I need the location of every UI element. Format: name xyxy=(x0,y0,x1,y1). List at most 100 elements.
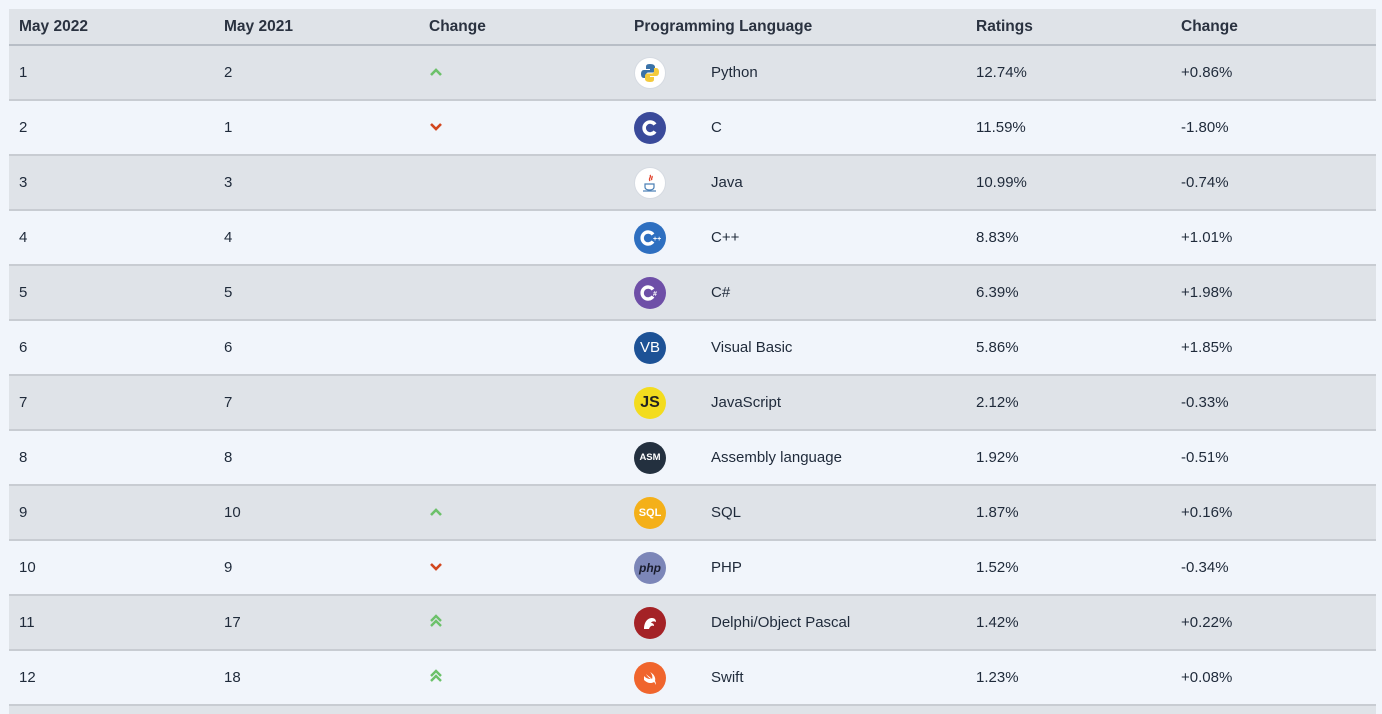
cell-may-2021: 9 xyxy=(224,559,233,576)
cpp-icon: ++ xyxy=(634,221,666,254)
cell-may-2021: 7 xyxy=(224,394,233,411)
cell-may-2022: 9 xyxy=(19,504,28,521)
language-link[interactable]: C# xyxy=(711,284,731,301)
cell-change: +1.85% xyxy=(1181,339,1233,356)
cell-may-2021: 5 xyxy=(224,284,233,301)
table-row: 8 8 ASM Assembly language 1.92% -0.51% xyxy=(9,431,1376,486)
cell-ratings: 1.42% xyxy=(976,614,1019,631)
language-link[interactable]: Delphi/Object Pascal xyxy=(711,614,851,631)
asm-icon: ASM xyxy=(634,441,666,474)
cell-language: ++ C++ xyxy=(624,221,966,254)
svg-text:#: # xyxy=(653,291,657,298)
cell-may-2022: 10 xyxy=(19,559,36,576)
cell-change: -0.33% xyxy=(1181,394,1229,411)
cell-ratings: 11.59% xyxy=(976,119,1026,136)
svg-text:++: ++ xyxy=(653,236,661,243)
table-row: 10 9 php PHP 1.52% -0.34% xyxy=(9,541,1376,596)
header-may-2021[interactable]: May 2021 xyxy=(224,17,293,35)
language-link[interactable]: C++ xyxy=(711,229,740,246)
tiobe-index-table: May 2022 May 2021 Change Programming Lan… xyxy=(9,9,1376,714)
cell-change: +0.86% xyxy=(1181,64,1233,81)
cell-may-2022: 4 xyxy=(19,229,28,246)
trend-down-icon xyxy=(419,119,624,136)
table-row: 1 2 Python 12.74% +0.86% xyxy=(9,46,1376,101)
cell-may-2021: 17 xyxy=(224,614,241,631)
table-row: 3 3 Java 10.99% -0.74% xyxy=(9,156,1376,211)
language-link[interactable]: Swift xyxy=(711,669,744,686)
table-header: May 2022 May 2021 Change Programming Lan… xyxy=(9,9,1376,46)
language-link[interactable]: Visual Basic xyxy=(711,339,793,356)
table-row: 11 17 Delphi/Object Pascal 1.42% +0.22% xyxy=(9,596,1376,651)
cell-language: Java xyxy=(624,166,966,199)
table-row: 7 7 JS JavaScript 2.12% -0.33% xyxy=(9,376,1376,431)
cell-may-2022: 11 xyxy=(19,614,35,631)
cell-ratings: 10.99% xyxy=(976,174,1027,191)
table-row: 6 6 VB Visual Basic 5.86% +1.85% xyxy=(9,321,1376,376)
cell-may-2021: 18 xyxy=(224,669,241,686)
java-icon xyxy=(634,166,666,199)
cell-language: Python xyxy=(624,56,966,89)
header-programming-language[interactable]: Programming Language xyxy=(634,17,813,35)
table-row: 12 18 Swift 1.23% +0.08% xyxy=(9,651,1376,706)
cell-may-2021: 2 xyxy=(224,64,233,81)
language-link[interactable]: PHP xyxy=(711,559,742,576)
cell-may-2022: 2 xyxy=(19,119,28,136)
cell-change: +0.22% xyxy=(1181,614,1233,631)
cell-language: ASM Assembly language xyxy=(624,441,966,474)
cell-ratings: 1.92% xyxy=(976,449,1019,466)
cell-ratings: 12.74% xyxy=(976,64,1027,81)
cell-may-2022: 12 xyxy=(19,669,36,686)
vb-icon: VB xyxy=(634,331,666,364)
cell-ratings: 1.23% xyxy=(976,669,1019,686)
swift-icon xyxy=(634,661,666,694)
trend-double-up-icon xyxy=(419,668,624,687)
language-link[interactable]: SQL xyxy=(711,504,742,521)
cell-ratings: 1.52% xyxy=(976,559,1019,576)
cell-may-2022: 1 xyxy=(19,64,28,81)
table-row: 2 1 C 11.59% -1.80% xyxy=(9,101,1376,156)
header-ratings[interactable]: Ratings xyxy=(976,17,1033,35)
cell-language: php PHP xyxy=(624,551,966,584)
table-row-partial xyxy=(9,706,1376,714)
cell-may-2022: 6 xyxy=(19,339,28,356)
header-change-icon[interactable]: Change xyxy=(429,17,486,35)
header-change[interactable]: Change xyxy=(1181,17,1238,35)
language-link[interactable]: Java xyxy=(711,174,743,191)
cell-may-2021: 1 xyxy=(224,119,233,136)
cell-may-2022: 5 xyxy=(19,284,28,301)
cell-may-2022: 3 xyxy=(19,174,28,191)
header-may-2022[interactable]: May 2022 xyxy=(19,17,88,35)
cell-ratings: 1.87% xyxy=(976,504,1019,521)
language-link[interactable]: Assembly language xyxy=(711,449,842,466)
cell-ratings: 5.86% xyxy=(976,339,1019,356)
trend-down-icon xyxy=(419,559,624,576)
table-row: 4 4 ++ C++ 8.83% +1.01% xyxy=(9,211,1376,266)
python-icon xyxy=(634,56,666,89)
cell-ratings: 2.12% xyxy=(976,394,1019,411)
language-link[interactable]: JavaScript xyxy=(711,394,782,411)
table-body: 1 2 Python 12.74% +0.86% 2 1 C 11.59% -1.80% 3 3 Jav… xyxy=(9,46,1376,706)
cell-may-2021: 4 xyxy=(224,229,233,246)
cell-ratings: 8.83% xyxy=(976,229,1019,246)
cell-language: Swift xyxy=(624,661,966,694)
cell-change: +0.16% xyxy=(1181,504,1233,521)
js-icon: JS xyxy=(634,386,666,419)
cell-language: C xyxy=(624,111,966,144)
php-icon: php xyxy=(634,551,666,584)
cell-change: -1.80% xyxy=(1181,119,1229,136)
language-link[interactable]: C xyxy=(711,119,722,136)
sql-icon: SQL xyxy=(634,496,666,529)
cell-may-2022: 8 xyxy=(19,449,28,466)
language-link[interactable]: Python xyxy=(711,64,758,81)
cell-language: SQL SQL xyxy=(624,496,966,529)
trend-up-icon xyxy=(419,504,624,521)
cell-change: -0.34% xyxy=(1181,559,1229,576)
cell-ratings: 6.39% xyxy=(976,284,1019,301)
cell-language: VB Visual Basic xyxy=(624,331,966,364)
csharp-icon: # xyxy=(634,276,666,309)
cell-change: +1.98% xyxy=(1181,284,1233,301)
cell-change: +1.01% xyxy=(1181,229,1233,246)
cell-language: Delphi/Object Pascal xyxy=(624,606,966,639)
cell-may-2021: 8 xyxy=(224,449,233,466)
cell-may-2021: 6 xyxy=(224,339,233,356)
